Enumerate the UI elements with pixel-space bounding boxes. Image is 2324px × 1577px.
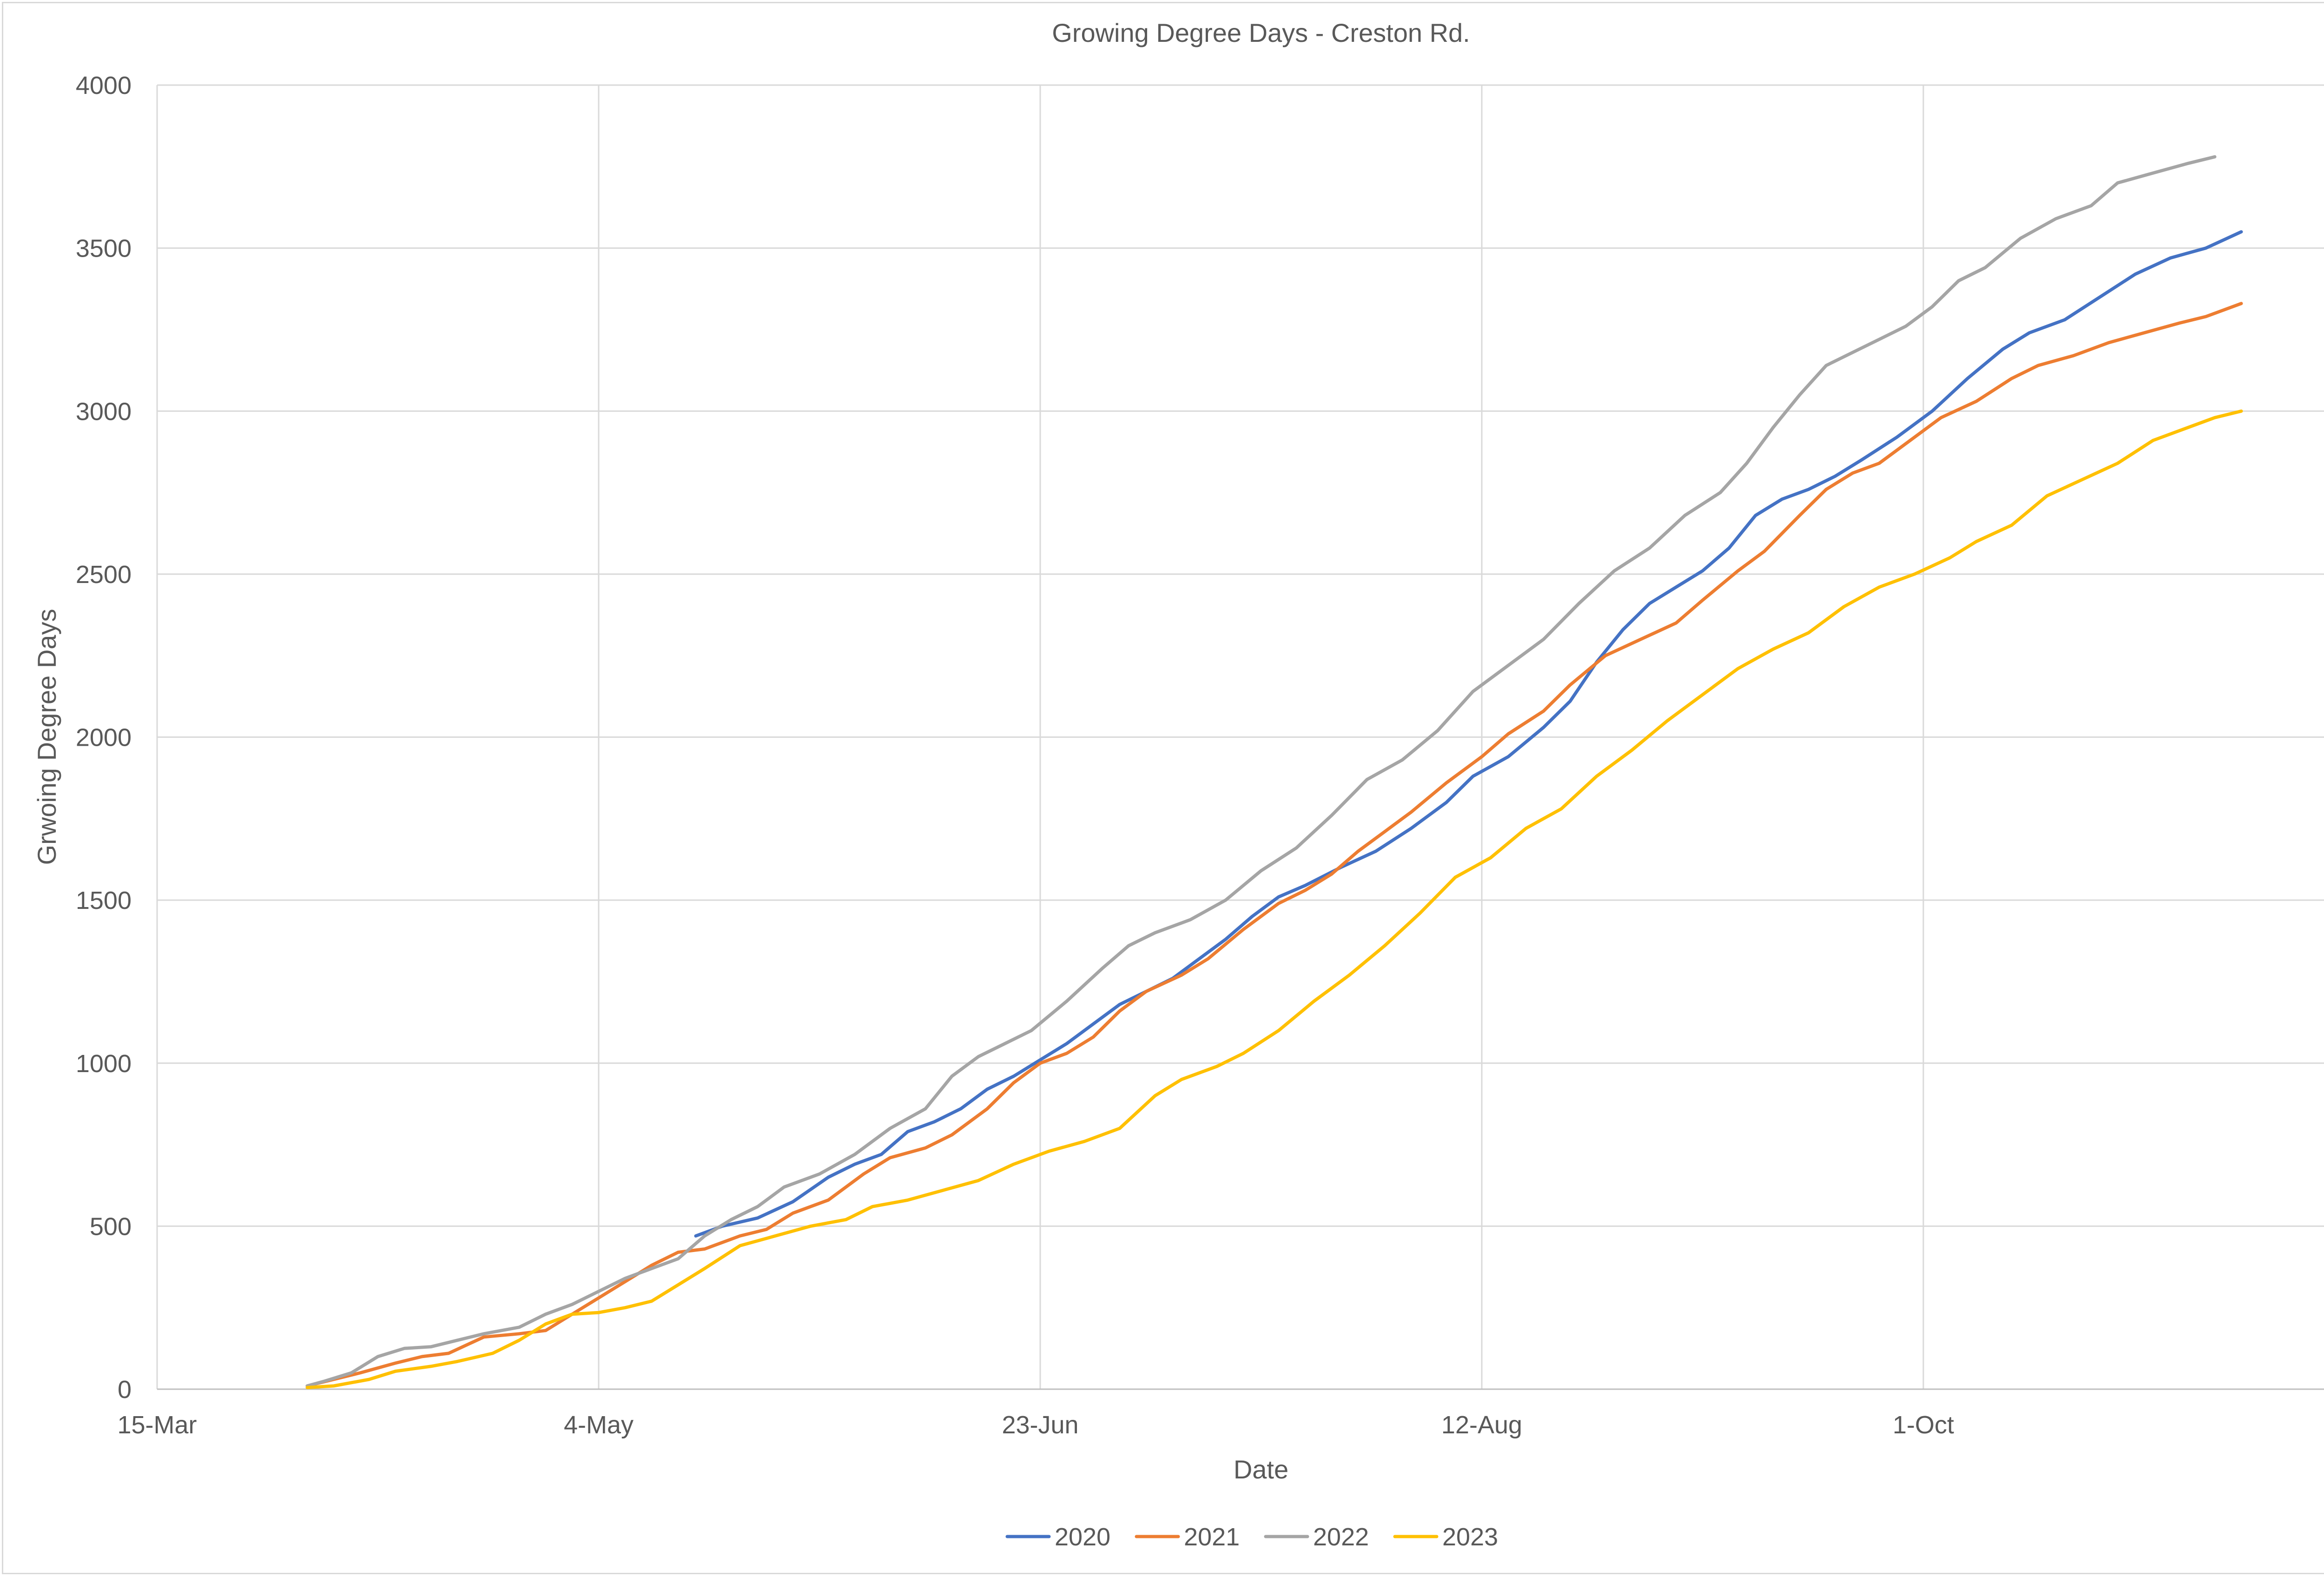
chart-title: Growing Degree Days - Creston Rd. xyxy=(1052,18,1470,47)
x-tick-label: 12-Aug xyxy=(1441,1411,1522,1439)
legend: 2020 2021 2022 2023 xyxy=(1005,1523,1498,1551)
y-axis-title: Grwoing Degree Days xyxy=(32,609,61,865)
legend-label-2023: 2023 xyxy=(1442,1523,1498,1551)
x-tick-label: 23-Jun xyxy=(1002,1411,1078,1439)
y-tick-label: 1000 xyxy=(76,1050,132,1078)
y-tick-label: 3500 xyxy=(76,235,132,263)
series-line-2020 xyxy=(694,230,2243,1238)
legend-label-2020: 2020 xyxy=(1055,1523,1110,1551)
y-axis-tick-labels: 0 500 1000 1500 2000 2500 3000 3500 4000 xyxy=(76,72,132,1404)
y-tick-label: 4000 xyxy=(76,72,132,99)
gridlines xyxy=(156,84,2324,1389)
y-tick-label: 3000 xyxy=(76,398,132,425)
legend-label-2021: 2021 xyxy=(1184,1523,1240,1551)
x-tick-label: 1-Oct xyxy=(1893,1411,1954,1439)
y-tick-label: 2500 xyxy=(76,561,132,589)
y-tick-label: 0 xyxy=(118,1376,132,1404)
series-line-2021 xyxy=(305,302,2243,1388)
x-tick-label: 4-May xyxy=(564,1411,634,1439)
series-lines xyxy=(305,155,2243,1389)
x-tick-label: 15-Mar xyxy=(117,1411,197,1439)
y-tick-label: 1500 xyxy=(76,887,132,914)
x-axis-title: Date xyxy=(1234,1455,1288,1484)
y-tick-label: 2000 xyxy=(76,724,132,752)
series-line-2022 xyxy=(305,155,2217,1388)
legend-label-2022: 2022 xyxy=(1313,1523,1369,1551)
y-tick-label: 500 xyxy=(90,1213,132,1240)
series-line-2023 xyxy=(305,409,2243,1389)
